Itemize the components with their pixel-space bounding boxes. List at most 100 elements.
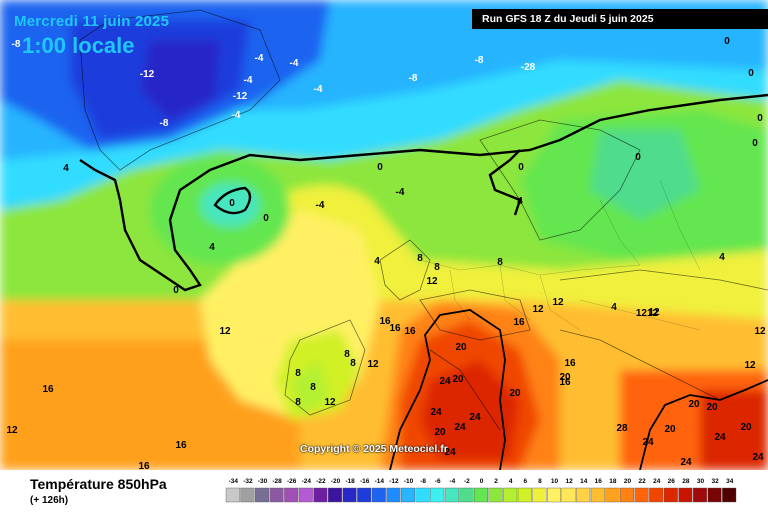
scale-swatch (284, 487, 299, 503)
scale-swatch (240, 487, 255, 503)
forecast-local-time: 1:00 locale (22, 33, 135, 58)
isotherm-label: 16 (389, 323, 401, 334)
isotherm-label: 12 (532, 304, 544, 315)
scale-tick-label: 16 (595, 478, 603, 485)
scale-tick-label: 22 (638, 478, 646, 485)
isotherm-label: 24 (714, 432, 726, 443)
isotherm-label: 8 (295, 397, 301, 408)
scale-swatch (707, 487, 722, 503)
forecast-date: Mercredi 11 juin 2025 (14, 13, 170, 30)
isotherm-label: 0 (173, 285, 179, 296)
isotherm-label: 4 (517, 196, 523, 207)
scale-tick-label: 28 (682, 478, 690, 485)
scale-tick-label: 32 (711, 478, 719, 485)
scale-swatch (693, 487, 708, 503)
scale-tick-label: -18 (345, 478, 355, 485)
scale-tick-label: -12 (389, 478, 399, 485)
scale-swatch (269, 487, 284, 503)
isotherm-label: 12 (744, 360, 756, 371)
temperature-color-scale: -34 -32 -30 -28 -26 -24 -22 -20 -18 -16 -14 -12 -10-… (225, 478, 737, 503)
scale-tick-label: -20 (331, 478, 341, 485)
scale-tick-label: -14 (375, 478, 385, 485)
scale-tick-label: -34 (229, 478, 239, 485)
scale-swatch (400, 487, 415, 503)
isotherm-label: -4 (255, 53, 264, 64)
isotherm-label: -4 (316, 200, 325, 211)
isotherm-label: 16 (42, 384, 54, 395)
parameter-title: Température 850hPa (30, 476, 167, 492)
isotherm-label: 16 (513, 317, 525, 328)
isotherm-label: 24 (430, 407, 442, 418)
isotherm-label: 16 (138, 461, 150, 470)
isotherm-label: -12 (233, 91, 248, 102)
scale-swatch (327, 487, 342, 503)
scale-swatch (547, 487, 562, 503)
isotherm-label: -8 (160, 118, 169, 129)
scale-tick-label: 34 (726, 478, 734, 485)
lead-time: (+ 126h) (30, 495, 69, 506)
scale-swatch (298, 487, 313, 503)
scale-tick-label: 4 (509, 478, 513, 485)
isotherm-label: 16 (175, 440, 187, 451)
isotherm-label: 4 (63, 163, 69, 174)
isotherm-label: -4 (232, 110, 241, 121)
isotherm-label: 12 (426, 276, 438, 287)
isotherm-label: -8 (475, 55, 484, 66)
isotherm-label: 0 (518, 162, 524, 173)
scale-swatch (517, 487, 532, 503)
footer-bar: Température 850hPa (+ 126h) -34 -32 -30 -28… (0, 470, 768, 512)
isotherm-label: 16 (564, 358, 576, 369)
isotherm-label: 28 (616, 423, 628, 434)
scale-swatch (459, 487, 474, 503)
isotherm-label: 4 (719, 252, 725, 263)
isotherm-label: 24 (439, 376, 451, 387)
scale-swatch (576, 487, 591, 503)
scale-tick-label: -22 (316, 478, 326, 485)
isotherm-label: 0 (748, 68, 754, 79)
scale-tick-label: 2 (494, 478, 498, 485)
isotherm-label: 4 (209, 242, 215, 253)
isotherm-label: 16 (559, 377, 571, 388)
scale-tick-label: 12 (565, 478, 573, 485)
isotherm-label: 24 (642, 437, 654, 448)
scale-swatch (313, 487, 328, 503)
scale-tick-label: -8 (420, 478, 426, 485)
isotherm-label: 0 (757, 113, 763, 124)
scale-swatch (444, 487, 459, 503)
scale-tick-label: 0 (480, 478, 484, 485)
isotherm-label: 0 (229, 198, 235, 209)
isotherm-label: 24 (752, 452, 764, 463)
scale-tick-label: -28 (272, 478, 282, 485)
isotherm-label: -12 (140, 69, 155, 80)
scale-swatch (488, 487, 503, 503)
scale-tick-label: 6 (523, 478, 527, 485)
isotherm-label: 0 (263, 213, 269, 224)
isotherm-label: 1212 (636, 308, 659, 319)
scale-swatch (590, 487, 605, 503)
isotherm-label: 4 (374, 256, 380, 267)
isotherm-label: 8 (350, 358, 356, 369)
isotherm-label: 12 (552, 297, 564, 308)
scale-tick-label: 30 (697, 478, 705, 485)
isotherm-label: -4 (244, 75, 253, 86)
isotherm-label: -4 (290, 58, 299, 69)
scale-tick-label: -4 (449, 478, 455, 485)
scale-swatch (386, 487, 401, 503)
scale-swatch (561, 487, 576, 503)
isotherm-label: 20 (452, 374, 464, 385)
isotherm-label: -8 (12, 39, 21, 50)
scale-swatch (678, 487, 693, 503)
isotherm-label: 8 (497, 257, 503, 268)
isotherm-label: 8 (310, 382, 316, 393)
isotherm-label: -4 (396, 187, 405, 198)
isotherm-label: 12 (648, 307, 660, 318)
scale-tick-label: 8 (538, 478, 542, 485)
country-borders (419, 179, 701, 331)
isotherm-label: 20 (688, 399, 700, 410)
scale-tick-label: -2 (464, 478, 470, 485)
scale-swatch (649, 487, 664, 503)
isotherm-label: 12 (324, 397, 336, 408)
scale-tick-label: 18 (609, 478, 617, 485)
